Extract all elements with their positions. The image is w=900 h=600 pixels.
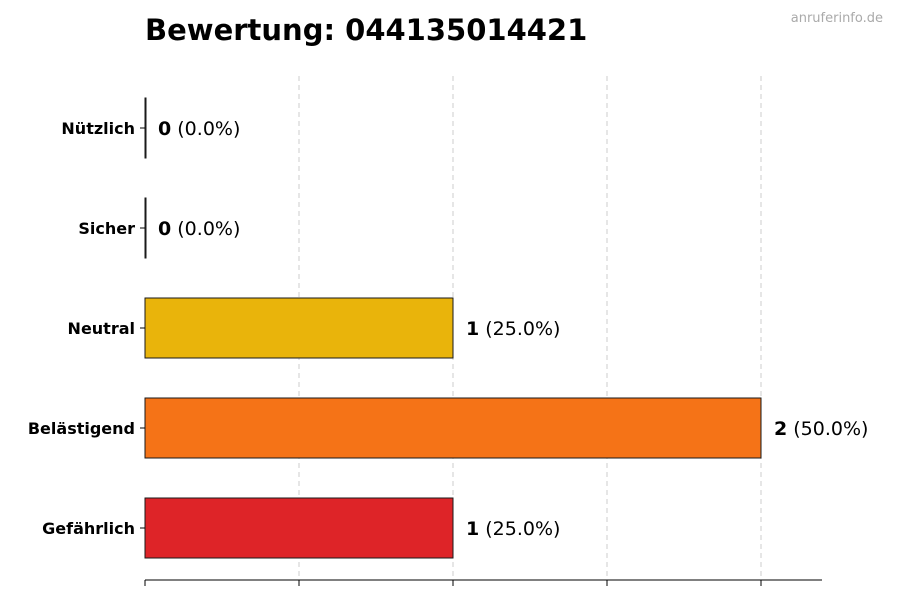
category-label: Gefährlich (42, 519, 135, 538)
value-count: 1 (466, 518, 479, 540)
value-count: 2 (774, 418, 787, 440)
bar-4 (144, 497, 454, 559)
value-label: 2 (50.0%) (774, 418, 868, 440)
category-label: Belästigend (28, 419, 135, 438)
bar-3 (144, 397, 762, 459)
category-label: Neutral (68, 319, 135, 338)
value-percent: (50.0%) (787, 418, 868, 440)
value-percent: (25.0%) (479, 518, 560, 540)
bars-group (144, 97, 762, 559)
bar-0 (144, 97, 147, 159)
value-count: 0 (158, 118, 171, 140)
value-label: 1 (25.0%) (466, 318, 560, 340)
value-percent: (0.0%) (171, 118, 240, 140)
bar-1 (144, 197, 147, 259)
bar-2 (144, 297, 454, 359)
value-label: 0 (0.0%) (158, 218, 240, 240)
labels-group: Nützlich 0 (0.0%) Sicher 0 (0.0%) Neutral 1 (… (28, 118, 869, 540)
axes (140, 127, 822, 586)
value-percent: (25.0%) (479, 318, 560, 340)
value-label: 0 (0.0%) (158, 118, 240, 140)
chart-title: Bewertung: 044135014421 (145, 13, 587, 47)
value-percent: (0.0%) (171, 218, 240, 240)
watermark-text: anruferinfo.de (791, 11, 883, 26)
category-label: Nützlich (61, 119, 135, 138)
value-count: 0 (158, 218, 171, 240)
value-count: 1 (466, 318, 479, 340)
category-label: Sicher (78, 219, 135, 238)
value-label: 1 (25.0%) (466, 518, 560, 540)
